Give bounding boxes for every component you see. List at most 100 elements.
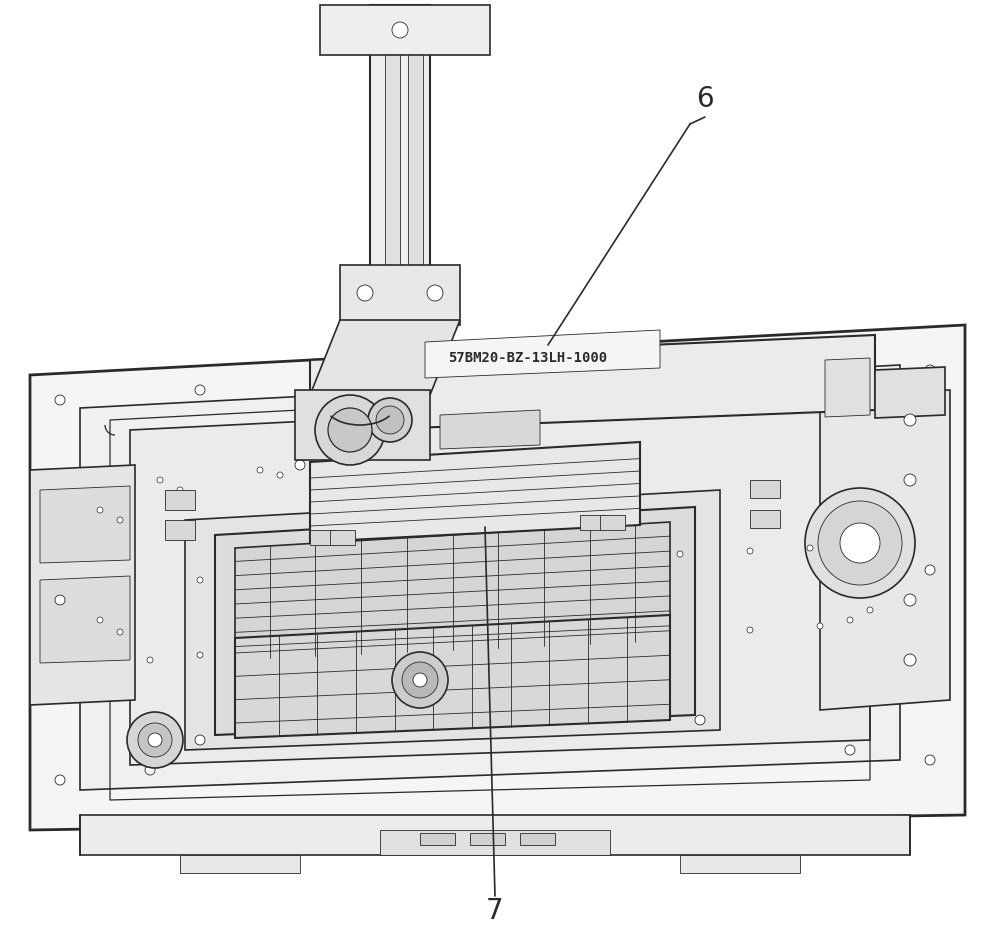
Polygon shape bbox=[820, 390, 950, 710]
Circle shape bbox=[677, 551, 683, 557]
Polygon shape bbox=[825, 358, 870, 417]
Circle shape bbox=[197, 652, 203, 658]
Circle shape bbox=[402, 662, 438, 698]
Circle shape bbox=[377, 642, 383, 648]
Circle shape bbox=[817, 623, 823, 629]
Circle shape bbox=[467, 639, 473, 645]
Circle shape bbox=[257, 467, 263, 473]
Polygon shape bbox=[130, 393, 870, 765]
Polygon shape bbox=[310, 442, 640, 542]
Circle shape bbox=[55, 395, 65, 405]
Polygon shape bbox=[310, 335, 875, 432]
Circle shape bbox=[840, 523, 880, 563]
Circle shape bbox=[695, 715, 705, 725]
Circle shape bbox=[904, 474, 916, 486]
Bar bbox=[385, 10, 400, 310]
Circle shape bbox=[145, 765, 155, 775]
Circle shape bbox=[148, 733, 162, 747]
Polygon shape bbox=[320, 5, 490, 55]
Polygon shape bbox=[80, 815, 910, 855]
Circle shape bbox=[117, 517, 123, 523]
Polygon shape bbox=[80, 365, 900, 790]
Bar bbox=[420, 833, 455, 845]
Circle shape bbox=[147, 657, 153, 663]
Polygon shape bbox=[40, 486, 130, 563]
Polygon shape bbox=[30, 465, 135, 705]
Circle shape bbox=[55, 595, 65, 605]
Circle shape bbox=[805, 488, 915, 598]
Circle shape bbox=[747, 548, 753, 554]
Circle shape bbox=[157, 477, 163, 483]
Circle shape bbox=[392, 652, 448, 708]
Bar bbox=[520, 833, 555, 845]
Circle shape bbox=[347, 462, 353, 468]
Bar bbox=[580, 515, 605, 530]
Polygon shape bbox=[30, 325, 965, 830]
Circle shape bbox=[497, 452, 503, 458]
Circle shape bbox=[427, 285, 443, 301]
Circle shape bbox=[197, 577, 203, 583]
Circle shape bbox=[138, 723, 172, 757]
Polygon shape bbox=[875, 367, 945, 418]
Bar bbox=[750, 480, 780, 498]
Bar bbox=[470, 833, 505, 845]
Polygon shape bbox=[440, 410, 540, 449]
Bar bbox=[310, 530, 335, 545]
Text: 6: 6 bbox=[696, 85, 714, 113]
Circle shape bbox=[127, 712, 183, 768]
Circle shape bbox=[557, 635, 563, 641]
Circle shape bbox=[417, 562, 423, 568]
Polygon shape bbox=[235, 615, 670, 738]
Bar bbox=[600, 515, 625, 530]
Circle shape bbox=[277, 647, 283, 653]
Circle shape bbox=[747, 627, 753, 633]
Circle shape bbox=[97, 617, 103, 623]
Text: 7: 7 bbox=[486, 897, 504, 925]
Text: 57BM20-BZ-13LH-1000: 57BM20-BZ-13LH-1000 bbox=[448, 351, 607, 365]
Polygon shape bbox=[185, 490, 720, 750]
Circle shape bbox=[925, 565, 935, 575]
Bar bbox=[165, 520, 195, 540]
Bar bbox=[408, 10, 423, 310]
Circle shape bbox=[647, 632, 653, 638]
Circle shape bbox=[904, 654, 916, 666]
Circle shape bbox=[307, 567, 313, 573]
Circle shape bbox=[277, 472, 283, 478]
Circle shape bbox=[376, 406, 404, 434]
Circle shape bbox=[315, 395, 385, 465]
Polygon shape bbox=[310, 320, 460, 395]
Circle shape bbox=[795, 360, 805, 370]
Circle shape bbox=[392, 22, 408, 38]
Circle shape bbox=[295, 460, 305, 470]
Circle shape bbox=[195, 385, 205, 395]
Circle shape bbox=[177, 487, 183, 493]
Circle shape bbox=[547, 449, 553, 455]
Circle shape bbox=[818, 501, 902, 585]
Circle shape bbox=[557, 557, 563, 563]
Bar bbox=[750, 510, 780, 528]
Circle shape bbox=[867, 607, 873, 613]
Circle shape bbox=[247, 572, 253, 578]
Circle shape bbox=[55, 775, 65, 785]
Bar bbox=[180, 855, 300, 873]
Circle shape bbox=[447, 455, 453, 461]
Bar bbox=[380, 830, 610, 855]
Circle shape bbox=[117, 629, 123, 635]
Polygon shape bbox=[215, 507, 695, 735]
Circle shape bbox=[97, 507, 103, 513]
Circle shape bbox=[595, 445, 605, 455]
Bar bbox=[165, 490, 195, 510]
Polygon shape bbox=[40, 576, 130, 663]
Bar bbox=[330, 530, 355, 545]
Circle shape bbox=[904, 414, 916, 426]
Circle shape bbox=[925, 365, 935, 375]
Circle shape bbox=[904, 594, 916, 606]
Circle shape bbox=[477, 559, 483, 565]
Circle shape bbox=[845, 745, 855, 755]
Circle shape bbox=[368, 398, 412, 442]
Circle shape bbox=[195, 735, 205, 745]
Polygon shape bbox=[370, 5, 430, 320]
Polygon shape bbox=[340, 265, 460, 325]
Circle shape bbox=[617, 554, 623, 560]
Polygon shape bbox=[295, 390, 430, 460]
